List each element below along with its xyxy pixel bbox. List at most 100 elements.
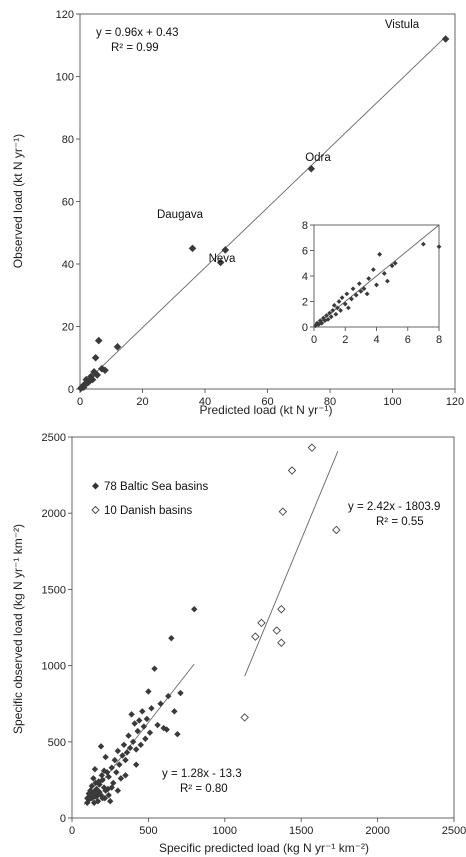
bottom-x-tick-label: 2000 [365, 825, 389, 837]
data-point [93, 371, 101, 379]
top-x-tick-labels: 0 20 40 60 80 100 120 [77, 396, 464, 408]
top-y-axis-label: Observed load (kt N yr⁻¹) [11, 134, 25, 268]
baltic-data-point [171, 708, 178, 715]
inset-data-point [366, 276, 372, 281]
baltic-data-point [101, 794, 109, 802]
inset-y-tick-label: 2 [302, 297, 308, 309]
data-point [91, 353, 100, 362]
bottom-x-tick-label: 500 [139, 825, 157, 837]
bottom-x-axis-label: Specific predicted load (kg N yr⁻¹ km⁻²) [159, 841, 369, 855]
baltic-data-point [157, 700, 164, 707]
bottom-scatter-chart: 0 500 1000 1500 2000 2500 0 500 1000 1500 2000 250… [11, 432, 466, 855]
baltic-data-point [122, 756, 129, 764]
baltic-data-point [93, 793, 100, 800]
baltic-data-point [151, 665, 158, 672]
baltic-data-point [93, 785, 100, 793]
top-y-tick-label: 120 [56, 9, 74, 21]
inset-data-point [330, 308, 336, 313]
bottom-x-tick-label: 2500 [442, 825, 466, 837]
baltic-data-point [143, 715, 151, 723]
bottom-x-tick-label: 1000 [213, 825, 237, 837]
data-point [101, 366, 109, 375]
bottom-x-tick-label: 0 [69, 825, 75, 837]
baltic-data-point [136, 717, 143, 724]
baltic-data-point [91, 766, 99, 773]
baltic-data-point [177, 689, 184, 697]
bottom-x-tick-labels: 0 500 1000 1500 2000 2500 [69, 825, 466, 837]
top-y-tick-label: 80 [62, 134, 74, 146]
baltic-data-point [145, 688, 152, 695]
data-point [94, 336, 103, 345]
baltic-data-point [105, 773, 112, 781]
inset-data-point [349, 296, 354, 302]
data-point [113, 343, 122, 351]
danish-data-point [332, 525, 341, 535]
baltic-data-point [125, 732, 132, 739]
top-r-squared: R² = 0.99 [111, 42, 159, 54]
data-point [441, 35, 450, 43]
inset-data-point [350, 286, 356, 292]
bottom-y-tick-label: 1000 [42, 661, 66, 673]
inset-data-point [364, 291, 370, 297]
top-y-tick-label: 40 [62, 259, 74, 271]
baltic-data-point [113, 769, 120, 776]
danish-equation: y = 2.42x - 1803.9 [348, 501, 440, 513]
inset-x-tick-label: 8 [436, 334, 442, 346]
baltic-data-point [111, 756, 118, 764]
data-point [307, 164, 316, 173]
top-x-tick-label: 120 [446, 396, 464, 408]
inset-data-point [317, 318, 323, 324]
bottom-trendline [244, 451, 339, 677]
danish-data-point [278, 507, 288, 516]
inset-data-point [420, 241, 426, 247]
baltic-data-point [100, 767, 108, 774]
top-y-tick-label: 100 [56, 72, 74, 84]
baltic-data-point [117, 775, 125, 782]
baltic-equation: y = 1.28x - 13.3 [162, 768, 242, 780]
baltic-data-point [165, 692, 172, 700]
bottom-y-tick-label: 2000 [42, 508, 66, 520]
baltic-data-point [90, 799, 98, 806]
inset-data-point [356, 281, 362, 287]
inset-data-point [339, 295, 345, 301]
inset-data-point [342, 301, 348, 307]
baltic-data-point [108, 764, 115, 771]
baltic-data-point [96, 788, 103, 796]
baltic-data-point [126, 744, 134, 752]
point-label-neva: Neva [209, 253, 236, 265]
inset-data-point [345, 305, 351, 311]
baltic-data-point [97, 743, 105, 750]
inset-y-tick-label: 8 [302, 220, 308, 232]
baltic-data-point [139, 708, 146, 715]
danish-data-point [251, 632, 260, 641]
baltic-data-point [105, 791, 112, 799]
top-x-tick-label: 60 [261, 396, 273, 408]
inset-data-point [374, 282, 379, 288]
inset-x-tick-label: 4 [373, 334, 379, 346]
bottom-plot-area [68, 436, 455, 822]
inset-chart: 0 2 4 6 8 0 2 4 6 8 [302, 220, 442, 346]
top-data-points [77, 35, 450, 393]
top-x-tick-label: 80 [324, 396, 336, 408]
danish-data-point [277, 604, 286, 614]
legend-open-diamond-icon [91, 505, 100, 515]
top-plot-area [76, 13, 456, 393]
inset-data-point [322, 318, 328, 324]
inset-y-tick-label: 0 [302, 322, 308, 334]
baltic-data-point [114, 787, 122, 794]
inset-data-point [353, 292, 359, 298]
baltic-data-point [129, 738, 137, 745]
inset-data-point [327, 310, 333, 316]
baltic-data-point [114, 747, 122, 755]
inset-data-point [328, 314, 334, 320]
top-y-tick-labels: 0 20 40 60 80 100 120 [56, 9, 74, 396]
top-equation: y = 0.96x + 0.43 [96, 27, 178, 39]
baltic-data-point [174, 730, 181, 738]
baltic-data-point [142, 735, 149, 742]
inset-data-point [331, 302, 337, 308]
inset-data-points [313, 241, 442, 329]
bottom-y-tick-label: 0 [60, 813, 66, 825]
point-label-odra: Odra [305, 152, 331, 164]
